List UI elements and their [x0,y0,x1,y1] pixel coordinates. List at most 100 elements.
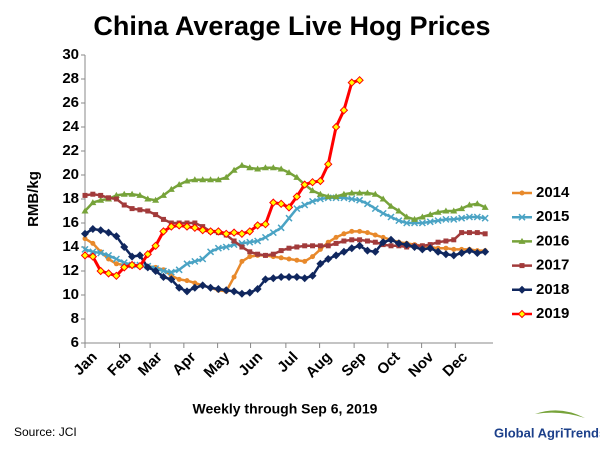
marker [465,201,473,208]
marker [395,217,403,225]
marker [292,192,302,201]
marker [159,191,167,198]
marker [89,248,97,256]
marker [246,238,254,246]
x-tick-label: Nov [405,348,438,381]
marker [473,213,481,221]
marker [245,227,254,236]
marker [153,212,159,218]
marker [410,243,419,251]
marker [255,251,261,257]
y-tick-label: 20 [62,166,79,183]
marker [246,164,254,171]
marker [151,241,160,251]
marker [277,165,285,172]
marker [466,230,472,236]
marker [106,256,112,262]
marker [253,221,262,230]
marker [310,254,316,260]
marker [300,180,309,189]
marker [269,198,278,207]
marker [229,228,239,237]
legend-label: 2015 [536,208,569,225]
marker [104,269,113,278]
marker [387,202,395,209]
marker [434,217,442,225]
marker [331,122,341,132]
marker [206,283,215,292]
source: Source: JCI [14,425,77,439]
marker [277,224,285,232]
marker [192,220,198,226]
marker [80,251,90,260]
marker [403,213,411,220]
marker [451,237,457,243]
y-tick-label: 30 [62,46,79,63]
marker [518,213,526,221]
marker [355,75,364,85]
marker [175,181,183,188]
marker [372,232,378,238]
marker [222,286,231,295]
marker [348,195,356,203]
marker [434,208,442,215]
marker [159,227,168,236]
marker [332,193,340,200]
marker [214,285,223,293]
marker [98,192,104,198]
marker [239,258,245,264]
legend-label: 2014 [536,184,570,201]
marker [357,228,363,234]
logo-swoosh [535,410,585,418]
marker [286,245,292,251]
marker [81,245,89,253]
marker [137,207,143,213]
marker [106,195,112,201]
marker [458,214,466,222]
marker [247,254,253,260]
marker [339,105,349,115]
marker [206,227,215,236]
marker [269,274,278,283]
marker [88,225,97,233]
marker [341,238,347,244]
marker [363,200,371,208]
marker [143,263,152,272]
marker [333,234,339,240]
marker [457,249,466,257]
marker [450,215,458,223]
marker [300,274,309,283]
marker [192,280,198,286]
marker [167,222,176,231]
marker [174,221,184,230]
marker [364,238,370,244]
marker [443,245,449,251]
marker [145,208,151,214]
marker [277,273,286,281]
legend-label: 2017 [536,257,569,274]
marker [449,251,458,260]
marker [418,213,426,220]
marker [190,283,199,292]
marker [167,268,175,276]
legend-label: 2016 [536,232,569,249]
marker [426,218,434,226]
marker [129,206,135,212]
marker [347,78,356,87]
marker [325,243,331,249]
marker [481,247,490,256]
marker [276,199,286,209]
marker [426,211,434,218]
y-tick-label: 24 [62,118,79,135]
marker [237,229,247,239]
marker [120,259,128,267]
marker [442,207,450,214]
marker [340,190,348,197]
marker [316,259,325,268]
marker [316,195,324,203]
marker [519,263,525,269]
marker [442,215,450,223]
marker [261,233,269,241]
marker [458,205,466,212]
marker [341,231,347,237]
